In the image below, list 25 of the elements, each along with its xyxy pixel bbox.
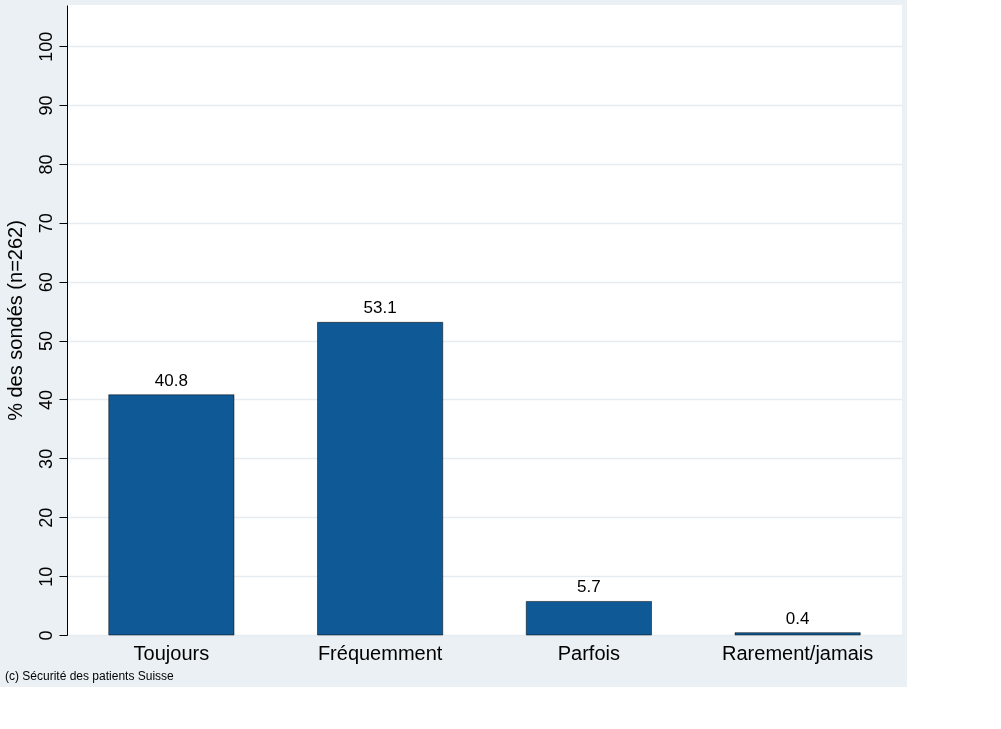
bar [108,394,235,636]
y-axis-title: % des sondés (n=262) [3,220,26,421]
y-tick-label: 80 [35,154,56,175]
x-tick-label: Toujours [133,641,210,664]
x-tick-label: Parfois [557,641,620,664]
data-label: 0.4 [785,608,810,628]
bar [734,632,861,636]
y-tick-label: 20 [35,507,56,528]
data-label: 53.1 [363,298,397,318]
y-tick-label: 90 [35,95,56,116]
x-tick-label: Fréquemment [317,641,443,664]
bar [526,601,652,636]
text: (c) Sécurité des patients Suisse [5,669,175,683]
y-tick-label: 50 [35,331,56,352]
data-label: 40.8 [154,370,188,390]
x-tick-label: Rarement/jamais [722,641,874,664]
bar [317,322,443,636]
data-label: 5.7 [577,577,601,597]
y-tick-label: 70 [35,213,56,234]
y-tick-label: 60 [35,272,56,293]
y-tick-label: 100 [35,31,56,62]
y-tick-label: 10 [35,566,56,587]
y-tick-label: 30 [35,448,56,469]
y-tick-label: 40 [35,389,56,410]
y-tick-label: 0 [35,630,56,641]
